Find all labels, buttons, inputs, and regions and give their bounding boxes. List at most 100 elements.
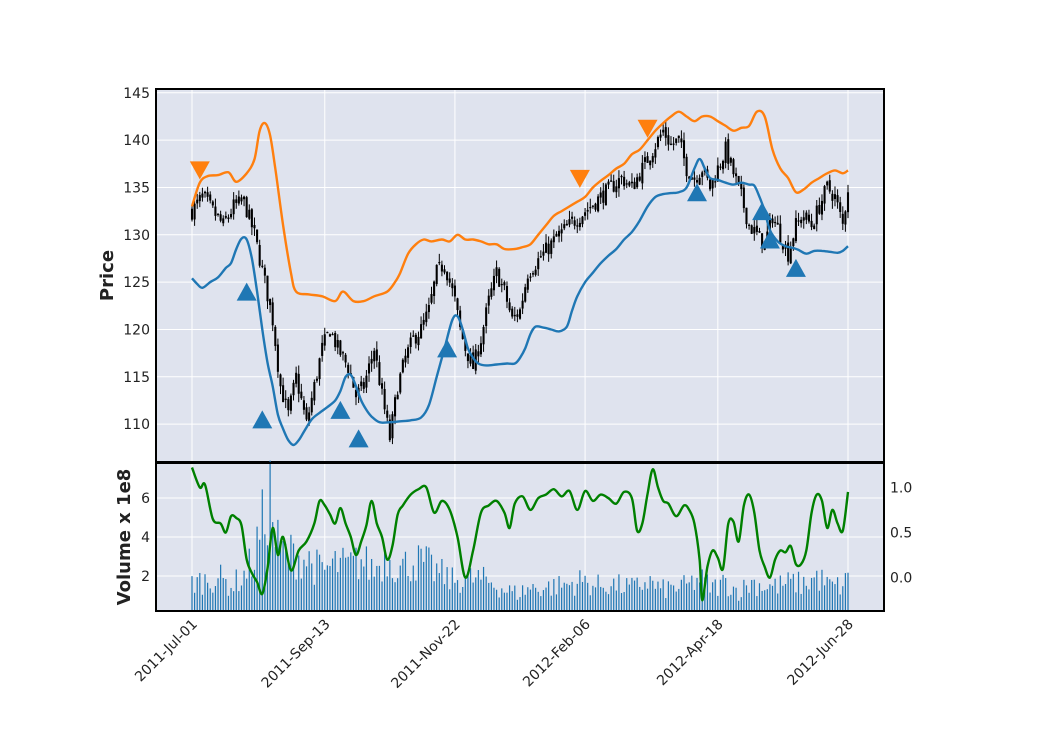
- price-bar-body: [401, 359, 404, 373]
- volume-bar: [352, 555, 354, 611]
- price-bar-body: [430, 294, 433, 303]
- volume-bar: [847, 572, 849, 611]
- price-bar-body: [823, 186, 826, 204]
- volume-bar: [735, 587, 737, 611]
- volume-tick-label: 4: [141, 530, 150, 546]
- upper-bollinger-line: [190, 109, 849, 304]
- volume-bar: [670, 584, 672, 611]
- volume-bar: [769, 584, 771, 611]
- volume-bar: [779, 575, 781, 611]
- volume-bar: [649, 576, 651, 611]
- volume-bar: [816, 570, 818, 611]
- price-bar-body: [198, 195, 201, 202]
- volume-bar: [678, 588, 680, 611]
- price-bar-body: [417, 336, 420, 346]
- volume-bar: [600, 586, 602, 611]
- volume-bar: [831, 581, 833, 611]
- volume-bar: [194, 592, 196, 611]
- volume-bar: [274, 547, 276, 611]
- volume-bar: [235, 569, 237, 611]
- volume-bar: [761, 590, 763, 611]
- buy-marker: [687, 183, 708, 202]
- volume-bar: [303, 559, 305, 611]
- price-bar-body: [841, 213, 844, 224]
- volume-bar: [298, 555, 300, 611]
- price-bar-body: [373, 350, 376, 362]
- price-bar-body: [750, 225, 753, 234]
- price-bar-body: [248, 209, 251, 219]
- volume-bar: [402, 558, 404, 611]
- x-tick-label: 2012-Jun-28: [785, 617, 857, 689]
- volume-bar: [738, 600, 740, 611]
- volume-bar: [420, 548, 422, 611]
- price-bar-body: [287, 399, 290, 411]
- buy-marker: [437, 339, 458, 358]
- volume-bar: [592, 585, 594, 611]
- x-tick-label: 2012-Apr-18: [654, 617, 727, 690]
- volume-bar: [220, 564, 222, 611]
- price-bar-body: [651, 156, 654, 163]
- price-bar-body: [550, 240, 553, 254]
- price-bar-body: [295, 372, 298, 384]
- price-bar-body: [612, 181, 615, 192]
- volume-bar: [344, 557, 347, 611]
- volume-bar: [566, 583, 568, 611]
- volume-bar: [329, 565, 331, 611]
- price-bar-body: [414, 334, 417, 344]
- volume-bar: [339, 557, 341, 611]
- volume-bar: [722, 574, 724, 611]
- price-bar-body: [472, 352, 475, 369]
- price-bar-body: [404, 355, 407, 363]
- price-bar-body: [282, 385, 285, 403]
- volume-bar: [797, 571, 800, 611]
- x-tick-label: 2011-Sep-13: [259, 617, 334, 692]
- price-bar-body: [573, 220, 576, 226]
- price-bar-body: [206, 192, 209, 197]
- price-bar-body: [344, 354, 347, 363]
- volume-bar: [412, 565, 414, 611]
- price-tick-label: 115: [123, 370, 150, 386]
- volume-bar: [425, 546, 427, 611]
- price-bar-body: [422, 319, 425, 325]
- sell-marker: [569, 169, 590, 188]
- price-bar-body: [235, 199, 238, 203]
- price-bar-body: [531, 273, 535, 275]
- volume-bar: [266, 545, 269, 611]
- price-bar-body: [716, 165, 719, 182]
- volume-bar: [311, 563, 313, 611]
- volume-bar: [360, 559, 362, 611]
- price-y-ticks: 110 115 120 125 130 135 140 145: [123, 86, 150, 433]
- price-bar-body: [222, 218, 225, 224]
- volume-bar: [464, 578, 466, 611]
- price-bar-body: [269, 298, 272, 306]
- volume-bar: [287, 561, 289, 611]
- price-bar-body: [334, 332, 337, 348]
- price-bar-body: [615, 186, 618, 193]
- volume-bar: [243, 570, 245, 611]
- volume-bar: [482, 566, 485, 611]
- volume-bar: [240, 585, 243, 611]
- price-bar-body: [362, 382, 365, 389]
- price-bar-body: [354, 390, 358, 398]
- price-bar-body: [826, 181, 829, 186]
- volume-bar: [253, 569, 256, 611]
- volume-bar: [558, 576, 560, 611]
- price-bar-body: [537, 258, 540, 270]
- volume-bar: [675, 591, 677, 611]
- volume-bar: [399, 565, 401, 611]
- price-bar-body: [302, 400, 305, 410]
- volume-bar: [800, 593, 802, 611]
- volume-bar: [423, 561, 425, 611]
- price-bar-body: [440, 264, 443, 272]
- price-bar-body: [729, 157, 732, 163]
- volume-bar: [295, 579, 297, 611]
- volume-bar: [204, 574, 206, 611]
- volume-bar: [712, 582, 714, 611]
- price-bar-body: [755, 225, 758, 232]
- price-bar-body: [326, 331, 329, 334]
- price-bar-body: [680, 138, 683, 143]
- price-bar-body: [276, 344, 279, 372]
- price-bar-body: [604, 184, 607, 206]
- volume-bar: [826, 576, 828, 611]
- price-bar-body: [256, 229, 259, 243]
